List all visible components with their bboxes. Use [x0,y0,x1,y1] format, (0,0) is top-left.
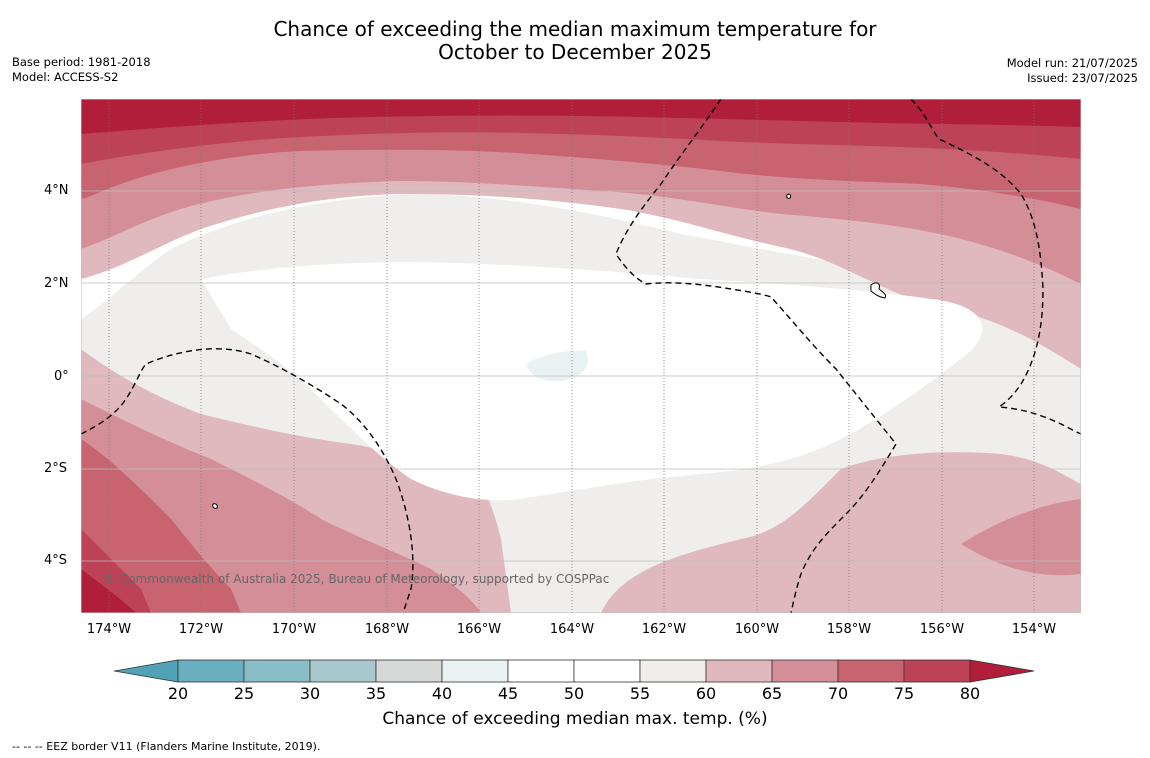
issued-date: Issued: 23/07/2025 [1027,71,1138,85]
colorbar [113,658,1038,686]
islands [212,193,887,509]
colorbar-segment-35-40 [375,659,443,683]
lon-label-158w: 158°W [826,622,872,637]
colorbar-tick-45: 45 [497,684,519,703]
colorbar-segment-65-70 [771,659,839,683]
base-period: Base period: 1981-2018 [12,55,151,69]
band-45-50-core [201,262,983,501]
copyright-notice: © Commonwealth of Australia 2025, Bureau… [104,572,610,586]
colorbar-title: Chance of exceeding median max. temp. (%… [382,709,768,729]
colorbar-segment-45-50 [507,659,575,683]
colorbar-segment-40-45 [441,659,509,683]
lat-label-0: 0° [54,369,69,384]
lon-label-154w: 154°W [1011,622,1057,637]
lon-label-166w: 166°W [456,622,502,637]
island-northeast [870,282,887,299]
lon-label-174w: 174°W [86,622,132,637]
colorbar-tick-80: 80 [959,684,981,703]
lat-label-4n: 4°N [44,183,69,198]
map-title: Chance of exceeding the median maximum t… [0,18,1150,64]
band-60-65-southeast [601,452,1081,613]
colorbar-graphic [113,659,1035,683]
lat-gridlines [81,190,1081,562]
lon-label-156w: 156°W [919,622,965,637]
island-southwest [212,503,218,509]
colorbar-segment-20-25 [177,659,245,683]
lon-label-162w: 162°W [641,622,687,637]
map-canvas [81,99,1081,613]
map-panel [81,99,1081,613]
eez-borders [81,99,1081,613]
lon-label-170w: 170°W [271,622,317,637]
colorbar-tick-60: 60 [695,684,717,703]
eez-footnote: -- -- -- EEZ border V11 (Flanders Marine… [12,740,321,753]
eez-border-west [81,348,414,613]
colorbar-segment-70-75 [837,659,905,683]
map-title-line1: Chance of exceeding the median maximum t… [273,17,877,41]
colorbar-segment-above-80 [969,659,1035,683]
map-title-line2: October to December 2025 [438,40,712,64]
lat-label-4s: 4°S [44,553,68,568]
lon-label-172w: 172°W [178,622,224,637]
colorbar-segment-30-35 [309,659,377,683]
colorbar-segment-75-80 [903,659,971,683]
meta-left: Base period: 1981-2018 Model: ACCESS-S2 [12,55,151,85]
colorbar-segments [113,659,1035,683]
colorbar-segment-25-30 [243,659,311,683]
colorbar-tick-40: 40 [431,684,453,703]
colorbar-tick-50: 50 [563,684,585,703]
band-above-80-corner [81,569,136,613]
colorbar-tick-35: 35 [365,684,387,703]
lon-label-168w: 168°W [364,622,410,637]
colorbar-tick-75: 75 [893,684,915,703]
colorbar-tick-30: 30 [299,684,321,703]
island-north [786,193,792,199]
band-above-80 [81,99,1081,134]
eez-border-east [910,99,1081,435]
lon-label-160w: 160°W [734,622,780,637]
patch-40-45 [526,350,588,382]
colorbar-tick-65: 65 [761,684,783,703]
colorbar-segment-below-20 [113,659,179,683]
colorbar-tick-20: 20 [167,684,189,703]
lat-label-2n: 2°N [44,276,69,291]
model-name: Model: ACCESS-S2 [12,70,119,84]
colorbar-tick-25: 25 [233,684,255,703]
lat-label-2s: 2°S [44,461,68,476]
colorbar-segment-60-65 [705,659,773,683]
colorbar-segment-50-55 [573,659,641,683]
model-run: Model run: 21/07/2025 [1006,56,1138,70]
colorbar-tick-70: 70 [827,684,849,703]
lon-label-164w: 164°W [549,622,595,637]
meta-right: Model run: 21/07/2025 Issued: 23/07/2025 [1007,56,1138,86]
eez-border-central [615,99,897,613]
colorbar-segment-55-60 [639,659,707,683]
colorbar-tick-55: 55 [629,684,651,703]
band-65-70-southeast [961,499,1081,576]
